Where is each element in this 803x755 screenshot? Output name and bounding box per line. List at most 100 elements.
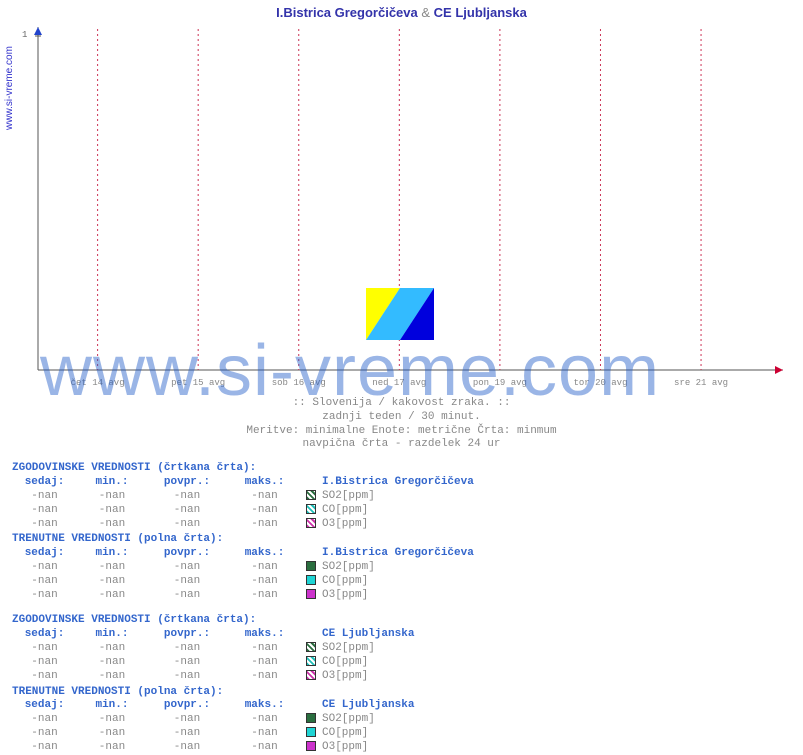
table-row: -nan-nan-nan-nanCO[ppm] bbox=[12, 574, 474, 588]
val-max: -nan bbox=[227, 575, 302, 588]
series-swatch bbox=[306, 518, 316, 528]
val-min: -nan bbox=[77, 575, 147, 588]
table-row: -nan-nan-nan-nanSO2[ppm] bbox=[12, 560, 474, 574]
col-max: maks.: bbox=[227, 476, 302, 489]
val-min: -nan bbox=[77, 490, 147, 503]
val-min: -nan bbox=[77, 504, 147, 517]
table-row: -nan-nan-nan-nanSO2[ppm] bbox=[12, 642, 474, 656]
val-min: -nan bbox=[77, 561, 147, 574]
val-max: -nan bbox=[227, 727, 302, 740]
val-min: -nan bbox=[77, 727, 147, 740]
val-now: -nan bbox=[12, 670, 77, 683]
table-row: -nan-nan-nan-nanO3[ppm] bbox=[12, 517, 474, 531]
col-min: min.: bbox=[77, 476, 147, 489]
y-tick-1: 1 bbox=[22, 30, 27, 40]
val-max: -nan bbox=[227, 656, 302, 669]
table-section-title: ZGODOVINSKE VREDNOSTI (črtkana črta): bbox=[12, 614, 474, 627]
subtitle-line-3: Meritve: minimalne Enote: metrične Črta:… bbox=[0, 425, 803, 439]
table-section-title: TRENUTNE VREDNOSTI (polna črta): bbox=[12, 686, 474, 699]
table-row: -nan-nan-nan-nanSO2[ppm] bbox=[12, 713, 474, 727]
val-now: -nan bbox=[12, 642, 77, 655]
val-max: -nan bbox=[227, 741, 302, 754]
val-now: -nan bbox=[12, 490, 77, 503]
series-label: SO2[ppm] bbox=[320, 490, 375, 503]
series-label: SO2[ppm] bbox=[320, 713, 375, 726]
series-label: O3[ppm] bbox=[320, 518, 368, 531]
subtitle-block: :: Slovenija / kakovost zraka. :: zadnji… bbox=[0, 397, 803, 452]
series-swatch bbox=[306, 504, 316, 514]
val-min: -nan bbox=[77, 518, 147, 531]
val-avg: -nan bbox=[147, 504, 227, 517]
series-swatch bbox=[306, 670, 316, 680]
x-tick-label: sre 21 avg bbox=[674, 378, 728, 388]
col-now: sedaj: bbox=[12, 476, 77, 489]
series-label: CO[ppm] bbox=[320, 575, 368, 588]
table-section-title: TRENUTNE VREDNOSTI (polna črta): bbox=[12, 533, 474, 546]
table-row: -nan-nan-nan-nanO3[ppm] bbox=[12, 741, 474, 755]
x-tick-label: ned 17 avg bbox=[372, 378, 426, 388]
val-min: -nan bbox=[77, 642, 147, 655]
val-max: -nan bbox=[227, 670, 302, 683]
y-axis-label: www.si-vreme.com bbox=[4, 46, 15, 130]
data-tables: ZGODOVINSKE VREDNOSTI (črtkana črta):sed… bbox=[12, 460, 474, 755]
series-label: O3[ppm] bbox=[320, 741, 368, 754]
val-min: -nan bbox=[77, 670, 147, 683]
chart-title: I.Bistrica Gregorčičeva & CE Ljubljanska bbox=[0, 5, 803, 20]
x-tick-label: čet 14 avg bbox=[71, 378, 125, 388]
series-label: O3[ppm] bbox=[320, 589, 368, 602]
title-station-b: CE Ljubljanska bbox=[434, 5, 527, 20]
val-now: -nan bbox=[12, 727, 77, 740]
station-name: I.Bistrica Gregorčičeva bbox=[320, 476, 474, 489]
val-min: -nan bbox=[77, 713, 147, 726]
val-now: -nan bbox=[12, 575, 77, 588]
val-max: -nan bbox=[227, 561, 302, 574]
series-swatch bbox=[306, 561, 316, 571]
val-now: -nan bbox=[12, 741, 77, 754]
val-avg: -nan bbox=[147, 490, 227, 503]
val-avg: -nan bbox=[147, 713, 227, 726]
series-label: CO[ppm] bbox=[320, 727, 368, 740]
col-avg: povpr.: bbox=[147, 547, 227, 560]
col-now: sedaj: bbox=[12, 628, 77, 641]
table-row: -nan-nan-nan-nanO3[ppm] bbox=[12, 588, 474, 602]
val-min: -nan bbox=[77, 589, 147, 602]
series-swatch bbox=[306, 589, 316, 599]
col-min: min.: bbox=[77, 699, 147, 712]
val-now: -nan bbox=[12, 713, 77, 726]
series-swatch bbox=[306, 656, 316, 666]
col-avg: povpr.: bbox=[147, 628, 227, 641]
station-name: CE Ljubljanska bbox=[320, 628, 414, 641]
x-tick-label: sob 16 avg bbox=[272, 378, 326, 388]
logo-icon bbox=[366, 288, 434, 340]
station-name: CE Ljubljanska bbox=[320, 699, 414, 712]
title-ampersand: & bbox=[421, 5, 430, 20]
series-swatch bbox=[306, 727, 316, 737]
val-avg: -nan bbox=[147, 642, 227, 655]
series-label: CO[ppm] bbox=[320, 504, 368, 517]
col-now: sedaj: bbox=[12, 699, 77, 712]
series-swatch bbox=[306, 490, 316, 500]
val-avg: -nan bbox=[147, 518, 227, 531]
col-max: maks.: bbox=[227, 699, 302, 712]
series-label: O3[ppm] bbox=[320, 670, 368, 683]
val-now: -nan bbox=[12, 518, 77, 531]
val-now: -nan bbox=[12, 561, 77, 574]
subtitle-line-4: navpična črta - razdelek 24 ur bbox=[0, 438, 803, 452]
table-header-row: sedaj:min.:povpr.:maks.:CE Ljubljanska bbox=[12, 628, 474, 642]
val-avg: -nan bbox=[147, 656, 227, 669]
val-now: -nan bbox=[12, 589, 77, 602]
table-section-title: ZGODOVINSKE VREDNOSTI (črtkana črta): bbox=[12, 462, 474, 475]
title-station-a: I.Bistrica Gregorčičeva bbox=[276, 5, 418, 20]
series-swatch bbox=[306, 741, 316, 751]
col-avg: povpr.: bbox=[147, 699, 227, 712]
subtitle-line-1: :: Slovenija / kakovost zraka. :: bbox=[0, 397, 803, 411]
val-now: -nan bbox=[12, 504, 77, 517]
col-max: maks.: bbox=[227, 547, 302, 560]
subtitle-line-2: zadnji teden / 30 minut. bbox=[0, 411, 803, 425]
table-row: -nan-nan-nan-nanSO2[ppm] bbox=[12, 489, 474, 503]
val-now: -nan bbox=[12, 656, 77, 669]
series-swatch bbox=[306, 713, 316, 723]
col-avg: povpr.: bbox=[147, 476, 227, 489]
val-max: -nan bbox=[227, 490, 302, 503]
val-avg: -nan bbox=[147, 575, 227, 588]
